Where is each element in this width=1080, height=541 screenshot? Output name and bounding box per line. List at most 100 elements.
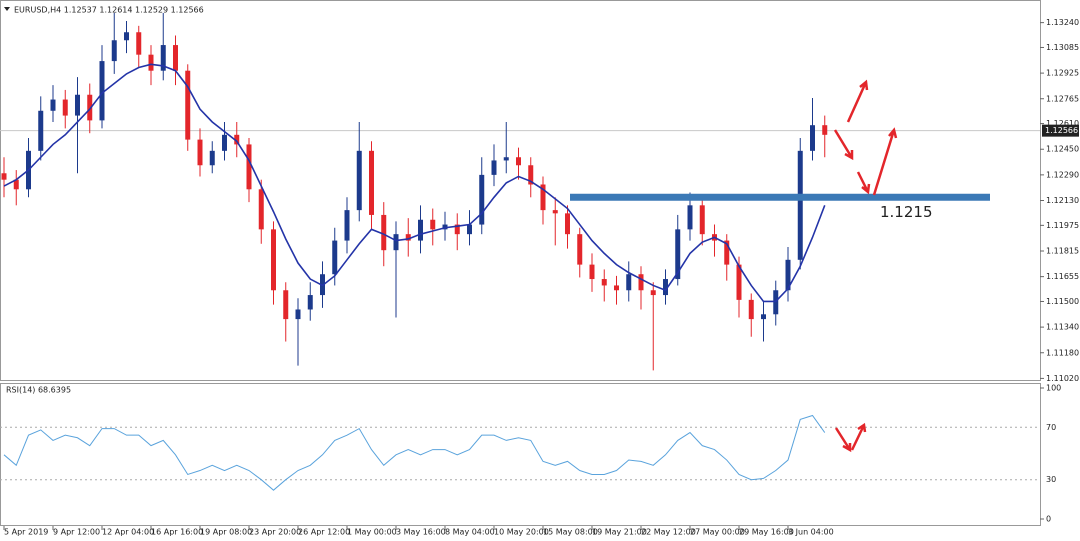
x-tick-label: 29 May 16:00 (739, 528, 794, 537)
main-panel (0, 0, 1041, 381)
moving-average (3, 63, 826, 303)
x-tick-label: 3 Jun 04:00 (788, 528, 834, 537)
y-tick-label: 1.13085 (1046, 43, 1079, 52)
y-tick-label: 1.11975 (1046, 221, 1079, 230)
x-tick-label: 16 Apr 16:00 (151, 528, 203, 537)
x-tick-label: 1 May 00:00 (347, 528, 397, 537)
y-tick-label: 1.11500 (1046, 297, 1079, 306)
candle-body (430, 219, 436, 230)
candle-body (675, 229, 681, 280)
y-tick-label: 1.11020 (1046, 374, 1079, 383)
last-price-box (1042, 124, 1079, 137)
candle-body (99, 61, 105, 121)
candle-body (552, 210, 558, 214)
x-tick-label: 10 May 20:00 (494, 528, 549, 537)
candle-body (699, 205, 705, 235)
candle-body (785, 259, 791, 291)
candle-body (503, 157, 509, 161)
candle-body (62, 99, 68, 116)
rsi-panel (0, 383, 1041, 526)
candle-body (565, 213, 570, 235)
candle-body (381, 214, 387, 251)
candle-body (797, 150, 803, 260)
y-tick-label: 1.11655 (1046, 272, 1079, 281)
y-tick-label: 1.11180 (1046, 348, 1079, 357)
x-tick-label: 27 May 00:00 (690, 528, 745, 537)
last-price-label: 1.12566 (1045, 126, 1078, 135)
x-tick-label: 15 May 08:00 (543, 528, 598, 537)
y-tick-label: 70 (1046, 423, 1056, 432)
x-tick-label: 3 May 16:00 (396, 528, 446, 537)
x-tick-label: 12 Apr 04:00 (102, 528, 154, 537)
candle-body (124, 32, 129, 41)
candle-body (222, 134, 227, 151)
candle-body (283, 290, 289, 320)
y-tick-label: 30 (1046, 475, 1056, 484)
candle-body (405, 234, 411, 241)
level-label: 1.1215 (880, 203, 933, 221)
candle-body (724, 240, 730, 265)
candle-body (111, 40, 117, 62)
y-tick-label: 100 (1046, 384, 1061, 393)
candle-body (344, 210, 350, 241)
candle-body (736, 264, 742, 300)
candle-body (614, 285, 619, 291)
x-tick-label: 19 Apr 08:00 (200, 528, 252, 537)
y-tick-label: 1.12765 (1046, 94, 1079, 103)
candle-body (38, 110, 44, 151)
candle-body (356, 150, 362, 211)
candle-body (50, 99, 56, 111)
candle-body (307, 295, 313, 310)
candle-body (197, 139, 203, 166)
x-tick-label: 5 Apr 2019 (4, 528, 48, 537)
candle-body (418, 219, 423, 241)
candle-body (773, 290, 779, 315)
candle-body (589, 264, 595, 280)
candle-body (601, 279, 607, 286)
y-tick-label: 1.13240 (1046, 18, 1079, 27)
candle-body (528, 165, 534, 185)
annotation-arrows (833, 79, 898, 453)
candle-body (87, 94, 93, 121)
candle-body (516, 157, 521, 166)
candle-body (540, 184, 546, 211)
candle-body (185, 70, 191, 140)
candle-body (246, 144, 252, 190)
candle-body (810, 125, 815, 151)
y-tick-label: 1.12130 (1046, 196, 1079, 205)
candle-body (75, 94, 80, 116)
candle-body (687, 205, 693, 230)
menu-triangle (4, 7, 10, 11)
candle-body (1, 173, 7, 180)
candle-body (822, 125, 828, 135)
candle-body (271, 229, 276, 291)
candle-body (136, 32, 142, 55)
candle-body (491, 160, 497, 175)
x-tick-label: 8 May 04:00 (445, 528, 495, 537)
y-tick-label: 1.12610 (1046, 119, 1079, 128)
rsi-title: RSI(14) 68.6395 (6, 386, 71, 395)
rsi-line (3, 414, 826, 491)
y-tick-label: 1.12450 (1046, 145, 1079, 154)
x-tick-label: 22 May 12:00 (641, 528, 696, 537)
candle-body (160, 45, 166, 71)
y-tick-label: 1.11340 (1046, 323, 1079, 332)
candle-body (332, 240, 338, 275)
candle-body (258, 189, 264, 230)
candle-body (173, 45, 178, 71)
y-tick-label: 1.12925 (1046, 69, 1079, 78)
candle-body (295, 309, 301, 320)
candle-body (650, 290, 656, 296)
x-tick-label: 19 May 21:00 (592, 528, 647, 537)
candle-body (577, 234, 583, 265)
candle-body (638, 274, 644, 291)
candle-body (454, 224, 460, 235)
candle-body (748, 299, 754, 320)
candle-body (761, 314, 766, 320)
candle-body (148, 54, 154, 71)
x-tick-label: 9 Apr 12:00 (53, 528, 100, 537)
x-tick-label: 23 Apr 20:00 (249, 528, 301, 537)
candle-body (234, 134, 240, 145)
